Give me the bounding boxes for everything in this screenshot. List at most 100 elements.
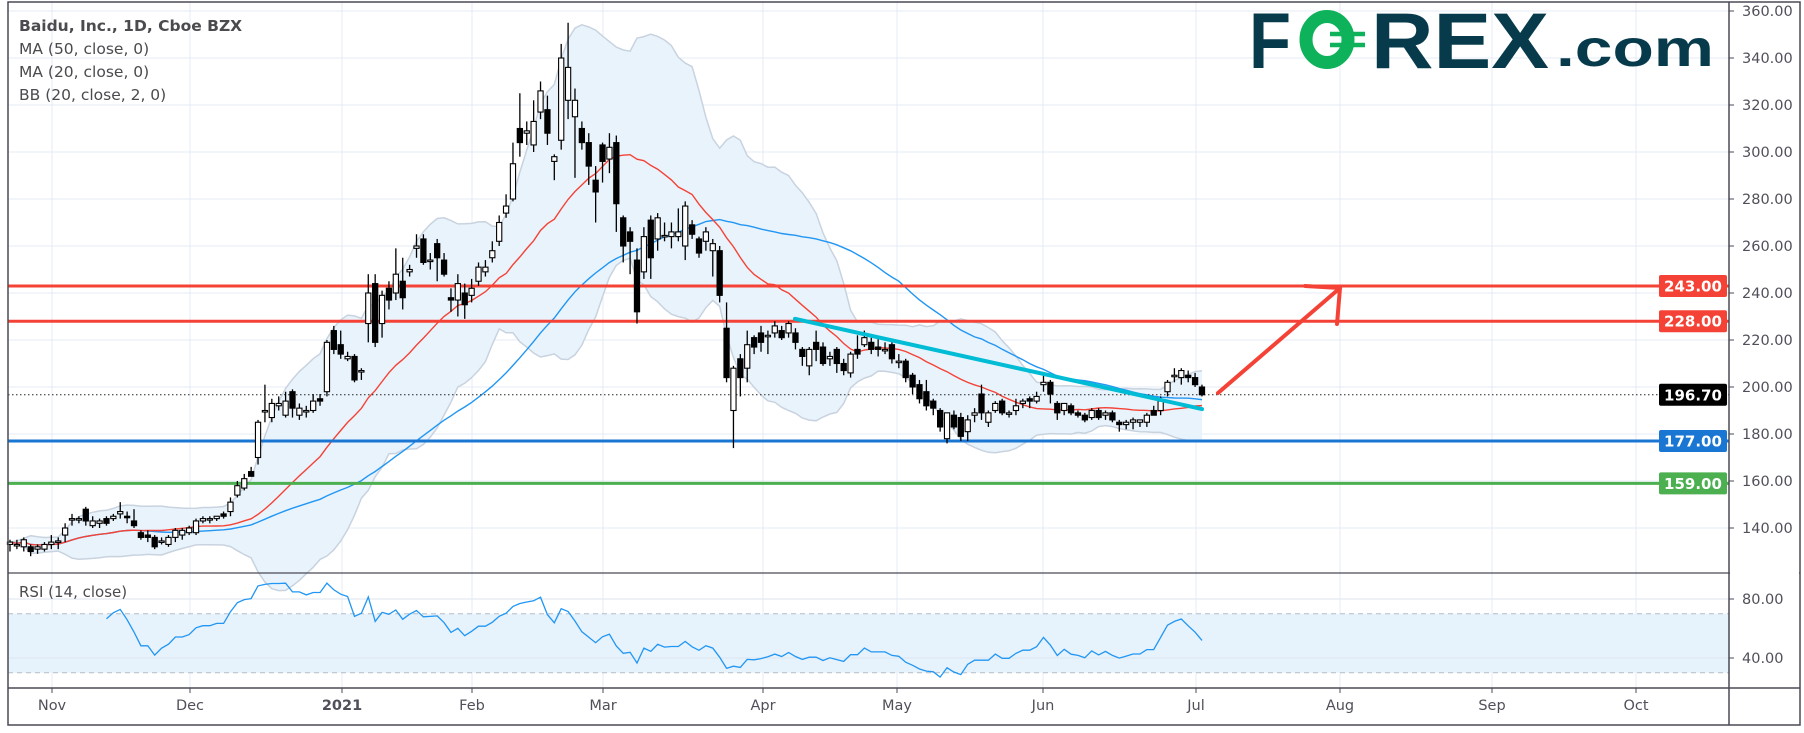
price-tick-label: 220.00	[1742, 333, 1793, 349]
candle-up	[675, 231, 682, 238]
candle-down	[220, 513, 227, 517]
logo-letters-rex: REX	[1371, 0, 1549, 85]
candle-up	[1012, 405, 1020, 412]
candle-up	[254, 421, 262, 459]
candle-up	[668, 231, 675, 238]
candle-up	[537, 90, 544, 113]
candle-up	[895, 360, 902, 364]
candle-down	[130, 520, 138, 527]
horizontal-levels	[8, 284, 1729, 485]
candle-down	[792, 332, 799, 343]
candle-down	[737, 358, 744, 379]
bollinger-bands	[9, 23, 1203, 592]
outer-border	[7, 1, 1801, 726]
rsi-legend[interactable]: RSI (14, close)	[19, 583, 128, 601]
candle-up	[730, 367, 737, 412]
candle-up	[1033, 395, 1040, 402]
rsi-pane	[8, 582, 1729, 679]
candle-down	[585, 142, 592, 167]
candle-down	[613, 142, 620, 205]
candle-up	[1164, 381, 1171, 393]
candle-up	[985, 412, 992, 423]
candle-up	[530, 120, 537, 146]
candle-up	[41, 543, 48, 550]
candle-down	[1109, 412, 1116, 421]
candle-down	[620, 217, 627, 247]
candle-up	[1129, 419, 1137, 423]
symbol-title[interactable]: Baidu, Inc., 1D, Cboe BZX	[19, 17, 243, 35]
level-tag-228.00: 228.00	[1664, 313, 1722, 331]
time-label-Jun: Jun	[1031, 698, 1055, 714]
candle-up	[323, 341, 331, 393]
level-tag-159.00-bg	[1659, 472, 1727, 495]
candle-up	[640, 236, 648, 273]
candle-up	[310, 400, 317, 412]
price-tick-label: 240.00	[1742, 286, 1793, 302]
candle-down	[888, 344, 896, 360]
candle-down	[123, 515, 131, 519]
candle-up	[406, 268, 413, 273]
candle-down	[103, 518, 110, 524]
candle-up	[117, 510, 124, 515]
indicator-ma20[interactable]: MA (20, close, 0)	[19, 63, 150, 81]
indicator-ma50[interactable]: MA (50, close, 0)	[19, 40, 150, 58]
candle-down	[144, 534, 151, 538]
candle-down	[447, 297, 455, 301]
candle-up	[55, 540, 62, 543]
time-label-Aug: Aug	[1326, 698, 1354, 714]
candle-up	[468, 287, 475, 296]
candle-down	[420, 238, 427, 263]
candle-down	[434, 243, 441, 259]
indicator-bb[interactable]: BB (20, close, 2, 0)	[19, 86, 167, 104]
price-axis[interactable]: 140.00 160.00 180.00 200.00 220.00 240.00 260.…	[1659, 4, 1793, 667]
candle-down	[936, 409, 944, 428]
time-label-Apr: Apr	[750, 698, 775, 714]
candle-down	[578, 127, 586, 144]
rsi-band-fill	[8, 613, 1729, 673]
time-label-Oct: Oct	[1623, 698, 1648, 714]
time-label-Nov: Nov	[38, 698, 67, 714]
bb-upper-line	[9, 23, 1203, 543]
candle-down	[978, 393, 985, 414]
candle-down	[248, 471, 255, 477]
candle-up	[185, 527, 193, 534]
candle-up	[826, 355, 834, 360]
level-tag-243.00: 243.00	[1664, 277, 1722, 295]
candle-up	[96, 520, 103, 524]
candle-up	[1040, 381, 1047, 386]
candle-up	[165, 536, 172, 546]
candle-up	[943, 412, 951, 440]
candles	[6, 22, 1206, 557]
candle-up	[702, 231, 710, 242]
candle-up	[1061, 402, 1068, 412]
candle-down	[82, 508, 89, 522]
price-tick-label: 140.00	[1742, 521, 1793, 537]
candle-up	[785, 322, 792, 334]
candle-down	[1095, 409, 1102, 419]
candle-down	[1026, 398, 1033, 402]
candle-down	[330, 330, 337, 350]
candle-up	[571, 99, 579, 118]
candle-up	[971, 412, 978, 416]
candle-down	[599, 144, 606, 162]
time-label-Feb: Feb	[459, 698, 485, 714]
trendline	[793, 316, 1204, 412]
candle-up	[241, 478, 248, 489]
candle-down	[592, 179, 599, 193]
candle-down	[688, 224, 696, 235]
candle-up	[1019, 400, 1026, 405]
logo-letter-f: F	[1249, 0, 1291, 85]
candle-down	[909, 374, 916, 388]
price-tick-label: 360.00	[1742, 4, 1793, 20]
candle-down	[516, 127, 524, 144]
candle-up	[296, 407, 303, 416]
candle-up	[475, 266, 482, 282]
candle-up	[365, 292, 372, 325]
time-label-Sep: Sep	[1478, 698, 1505, 714]
time-axis[interactable]: Nov Dec 2021 Feb Mar Apr May Jun Jul Aug Sep Oct	[38, 688, 1649, 714]
candle-up	[1102, 412, 1109, 416]
candle-up	[764, 334, 772, 338]
candle-down	[633, 259, 641, 313]
candle-down	[950, 414, 958, 428]
